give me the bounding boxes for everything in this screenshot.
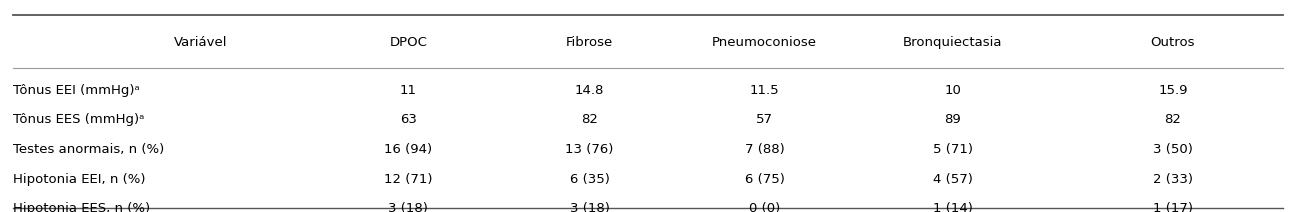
Text: 10: 10 <box>943 84 962 97</box>
Text: 6 (35): 6 (35) <box>570 173 609 186</box>
Text: Hipotonia EES, n (%): Hipotonia EES, n (%) <box>13 202 150 212</box>
Text: 82: 82 <box>1164 113 1182 126</box>
Text: Hipotonia EEI, n (%): Hipotonia EEI, n (%) <box>13 173 145 186</box>
Text: Bronquiectasia: Bronquiectasia <box>903 36 1002 49</box>
Text: 7 (88): 7 (88) <box>745 143 784 156</box>
Text: 82: 82 <box>581 113 599 126</box>
Text: Outros: Outros <box>1151 36 1195 49</box>
Text: 3 (50): 3 (50) <box>1153 143 1192 156</box>
Text: 3 (18): 3 (18) <box>389 202 428 212</box>
Text: 2 (33): 2 (33) <box>1153 173 1192 186</box>
Text: 12 (71): 12 (71) <box>384 173 433 186</box>
Text: 4 (57): 4 (57) <box>933 173 972 186</box>
Text: 13 (76): 13 (76) <box>565 143 614 156</box>
Text: 15.9: 15.9 <box>1159 84 1187 97</box>
Text: 63: 63 <box>399 113 417 126</box>
Text: DPOC: DPOC <box>389 36 428 49</box>
Text: 11.5: 11.5 <box>750 84 779 97</box>
Text: Fibrose: Fibrose <box>566 36 613 49</box>
Text: 3 (18): 3 (18) <box>570 202 609 212</box>
Text: 6 (75): 6 (75) <box>745 173 784 186</box>
Text: 57: 57 <box>756 113 774 126</box>
Text: Testes anormais, n (%): Testes anormais, n (%) <box>13 143 165 156</box>
Text: 1 (17): 1 (17) <box>1153 202 1192 212</box>
Text: 89: 89 <box>945 113 960 126</box>
Text: Tônus EES (mmHg)ᵃ: Tônus EES (mmHg)ᵃ <box>13 113 144 126</box>
Text: 0 (0): 0 (0) <box>749 202 780 212</box>
Text: 5 (71): 5 (71) <box>933 143 972 156</box>
Text: 11: 11 <box>399 84 417 97</box>
Text: Variável: Variável <box>174 36 228 49</box>
Text: 16 (94): 16 (94) <box>384 143 433 156</box>
Text: 14.8: 14.8 <box>575 84 604 97</box>
Text: Pneumoconiose: Pneumoconiose <box>712 36 818 49</box>
Text: 1 (14): 1 (14) <box>933 202 972 212</box>
Text: Tônus EEI (mmHg)ᵃ: Tônus EEI (mmHg)ᵃ <box>13 84 140 97</box>
